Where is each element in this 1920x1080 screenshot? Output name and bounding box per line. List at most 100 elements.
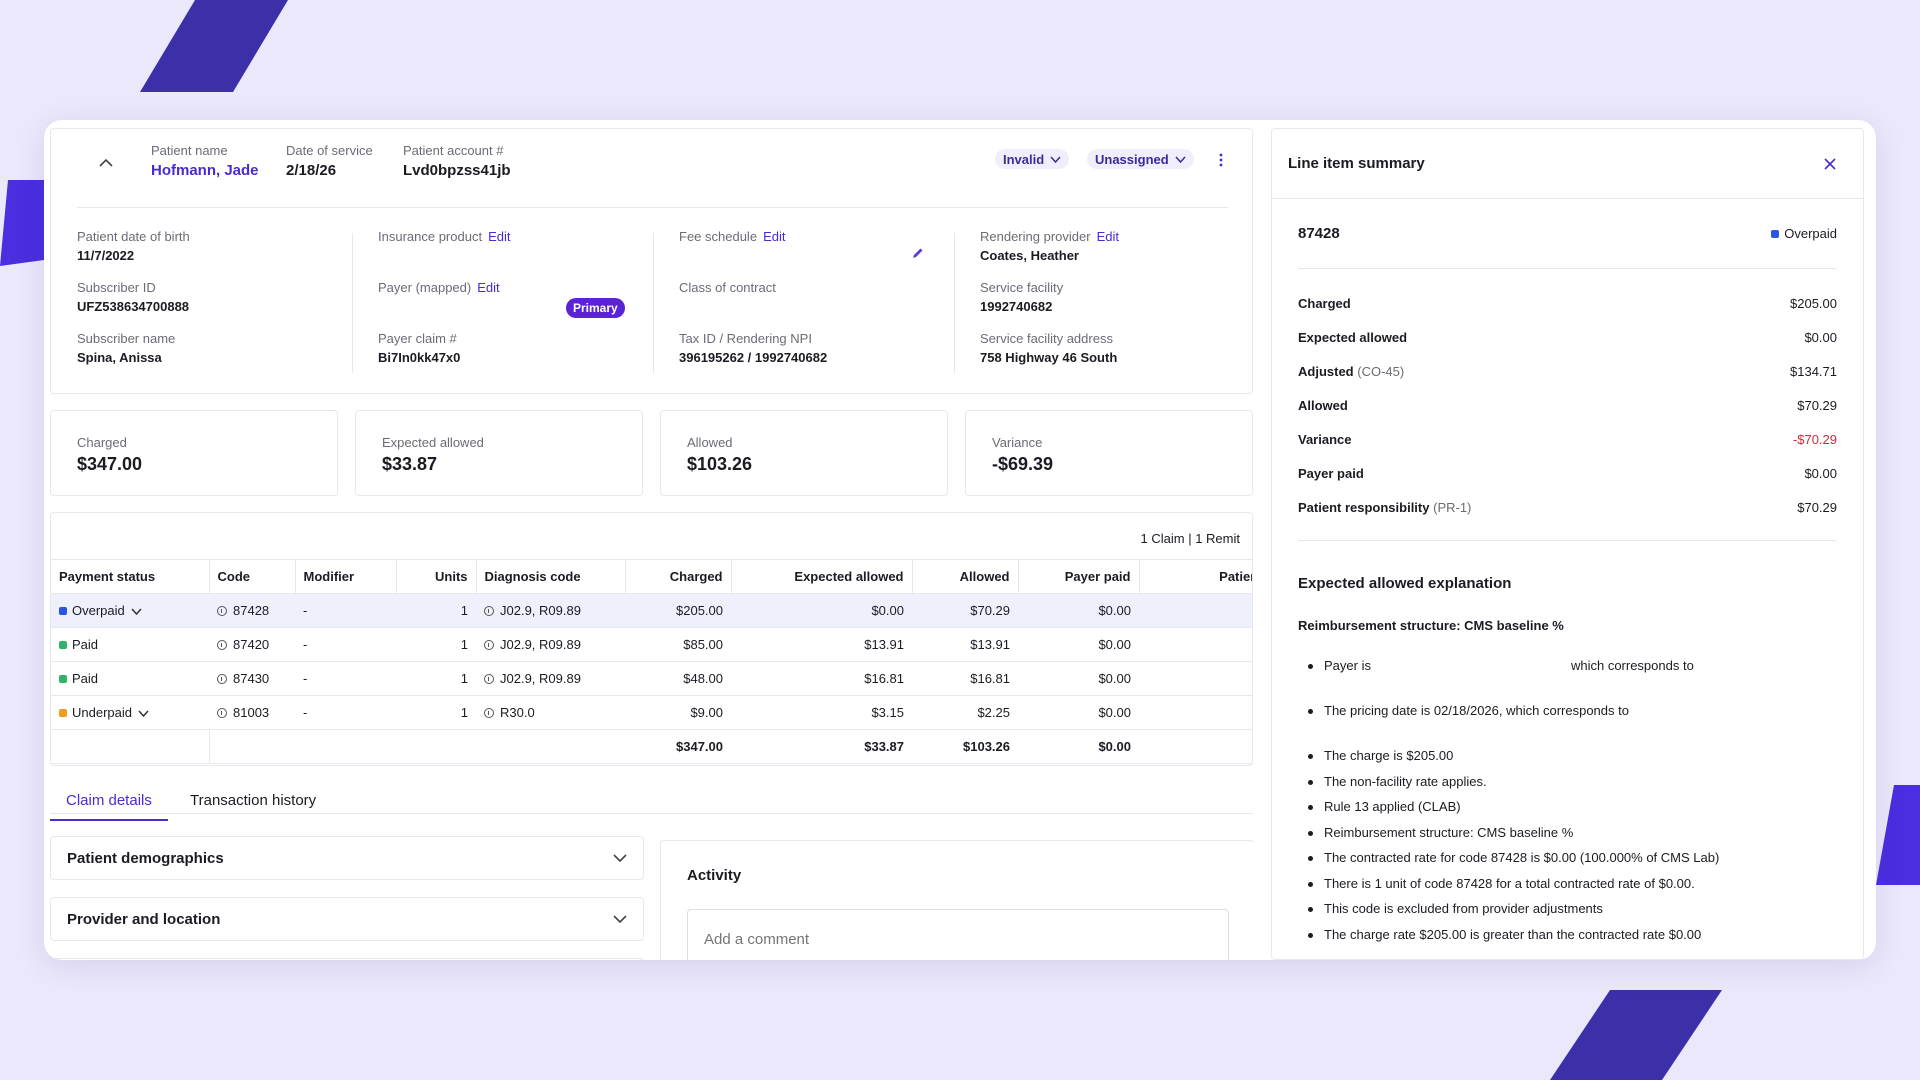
patient-demographics-accordion[interactable]: Patient demographics	[50, 836, 644, 880]
edit-fee-schedule-link[interactable]: Edit	[763, 229, 786, 244]
edit-insurance-product-link[interactable]: Edit	[488, 229, 511, 244]
assignee-dropdown[interactable]: Unassigned	[1087, 149, 1194, 169]
more-menu-button[interactable]	[1211, 149, 1231, 171]
col-header[interactable]: Charged	[625, 559, 732, 594]
table-row[interactable]: Overpaid 87428-1 J02.9, R09.89 $205.00 $0.00…	[51, 593, 1252, 628]
tax-id-label: Tax ID / Rendering NPI	[679, 331, 812, 346]
next-accordion[interactable]	[50, 958, 644, 960]
line-items-table: 1 Claim | 1 Remit Payment status Code Mo…	[50, 512, 1253, 766]
total-charged: $347.00	[625, 729, 731, 764]
edit-rendering-provider-link[interactable]: Edit	[1096, 229, 1119, 244]
close-icon[interactable]	[1823, 157, 1837, 171]
explanation-title: Expected allowed explanation	[1298, 575, 1512, 592]
details-col-3: Fee schedule Edit Class of contract Tax I…	[679, 229, 959, 382]
payment-status: Paid	[72, 637, 99, 652]
status-dropdown[interactable]: Invalid	[995, 149, 1070, 169]
line-item-code: 87428	[1298, 225, 1340, 242]
activity-title: Activity	[687, 867, 742, 884]
code: 87420	[233, 637, 270, 652]
info-icon[interactable]	[484, 606, 494, 616]
fee-schedule-label: Fee schedule	[679, 229, 758, 244]
claim-card: Patient name Hofmann, Jade Date of servi…	[44, 120, 1876, 960]
payment-status-cell[interactable]: Paid	[51, 627, 209, 662]
patient-name-field: Patient name Hofmann, Jade	[151, 143, 259, 179]
col-header[interactable]: Payment status	[51, 559, 210, 594]
patient-cell	[1139, 627, 1252, 662]
dos-field: Date of service 2/18/26	[286, 143, 373, 179]
allowed-cell: $2.25	[912, 695, 1018, 730]
allowed-cell: $70.29	[912, 593, 1018, 628]
col-header[interactable]: Patient	[1139, 559, 1252, 594]
amount-value: $0.00	[1804, 465, 1837, 481]
comment-input[interactable]	[687, 909, 1229, 960]
col-header[interactable]: Code	[209, 559, 296, 594]
col-divider	[954, 233, 955, 373]
header-divider	[77, 207, 1228, 208]
payment-status-cell[interactable]: Overpaid	[51, 593, 209, 628]
pencil-icon[interactable]	[912, 247, 924, 259]
subscriber-name-label: Subscriber name	[77, 331, 176, 346]
details-col-1: Patient date of birth 11/7/2022 Subscribe…	[77, 229, 357, 382]
provider-location-accordion[interactable]: Provider and location	[50, 897, 644, 941]
summary-value: $33.87	[382, 454, 438, 474]
col-header[interactable]: Diagnosis code	[476, 559, 626, 594]
details-col-4: Rendering provider Edit Coates, Heather Se…	[980, 229, 1253, 382]
col-header[interactable]: Expected allowed	[731, 559, 913, 594]
col-header[interactable]: Units	[396, 559, 477, 594]
collapse-button[interactable]	[93, 149, 119, 175]
variance-summary-card: Variance -$69.39	[965, 410, 1253, 496]
code: 87430	[233, 671, 270, 686]
info-icon[interactable]	[217, 674, 227, 684]
col-header[interactable]: Payer paid	[1018, 559, 1140, 594]
tab-transaction-history[interactable]: Transaction history	[190, 792, 317, 809]
info-icon[interactable]	[484, 674, 494, 684]
payer-mapped-label: Payer (mapped)	[378, 280, 472, 295]
table-row[interactable]: Paid 87430-1 J02.9, R09.89 $48.00 $16.81 $16.…	[51, 661, 1252, 696]
info-icon[interactable]	[217, 708, 227, 718]
modifier-cell: -	[295, 593, 396, 628]
info-icon[interactable]	[217, 640, 227, 650]
charged-cell: $48.00	[625, 661, 731, 696]
chevron-down-icon	[1050, 155, 1061, 163]
chevron-down-icon[interactable]	[131, 608, 142, 616]
explanation-bullet: Rule 13 applied (CLAB)	[1298, 799, 1837, 825]
payer-claim-value: Bi7In0kk47x0	[378, 350, 461, 365]
payment-status-cell[interactable]: Underpaid	[51, 695, 209, 730]
assignee-dropdown-label: Unassigned	[1095, 151, 1169, 167]
dos-value: 2/18/26	[286, 162, 337, 179]
col-header[interactable]: Allowed	[912, 559, 1019, 594]
amount-code: (PR-1)	[1433, 499, 1472, 515]
summary-value: $103.26	[687, 454, 753, 474]
amount-value: $134.71	[1790, 363, 1837, 379]
amount-value: $0.00	[1804, 329, 1837, 345]
service-facility-label: Service facility	[980, 280, 1064, 295]
info-icon[interactable]	[217, 606, 227, 616]
code-cell: 87430	[209, 661, 295, 696]
explanation-bullet: There is 1 unit of code 87428 for a tota…	[1298, 876, 1837, 902]
diagnosis-codes: J02.9, R09.89	[500, 671, 581, 686]
amount-value: $70.29	[1797, 499, 1837, 515]
info-icon[interactable]	[484, 640, 494, 650]
chevron-up-icon	[99, 158, 113, 167]
tab-claim-details[interactable]: Claim details	[50, 792, 168, 821]
allowed-summary-card: Allowed $103.26	[660, 410, 948, 496]
table-row[interactable]: Paid 87420-1 J02.9, R09.89 $85.00 $13.91 $13.…	[51, 627, 1252, 662]
allowed-cell: $16.81	[912, 661, 1018, 696]
chevron-down-icon[interactable]	[138, 710, 149, 718]
summary-value: $347.00	[77, 454, 143, 474]
diagnosis-codes: J02.9, R09.89	[500, 603, 581, 618]
subscriber-id-label: Subscriber ID	[77, 280, 156, 295]
edit-payer-link[interactable]: Edit	[477, 280, 500, 295]
amount-label: Patient responsibility	[1298, 499, 1430, 515]
col-header[interactable]: Modifier	[295, 559, 397, 594]
explanation-bullet: The pricing date is 02/18/2026, which co…	[1298, 703, 1837, 718]
table-row[interactable]: Underpaid 81003 -1 R30.0 $9.00 $3.15 $2.25 $0.0…	[51, 695, 1252, 730]
chevron-down-icon	[1175, 155, 1186, 163]
patient-name[interactable]: Hofmann, Jade	[151, 162, 259, 179]
decor-shape-bottom	[1550, 990, 1722, 1080]
line-item-status-label: Overpaid	[1784, 226, 1837, 241]
charged-summary-card: Charged $347.00	[50, 410, 338, 496]
payment-status-cell[interactable]: Paid	[51, 661, 209, 696]
payer-paid-cell: $0.00	[1018, 627, 1139, 662]
info-icon[interactable]	[484, 708, 494, 718]
